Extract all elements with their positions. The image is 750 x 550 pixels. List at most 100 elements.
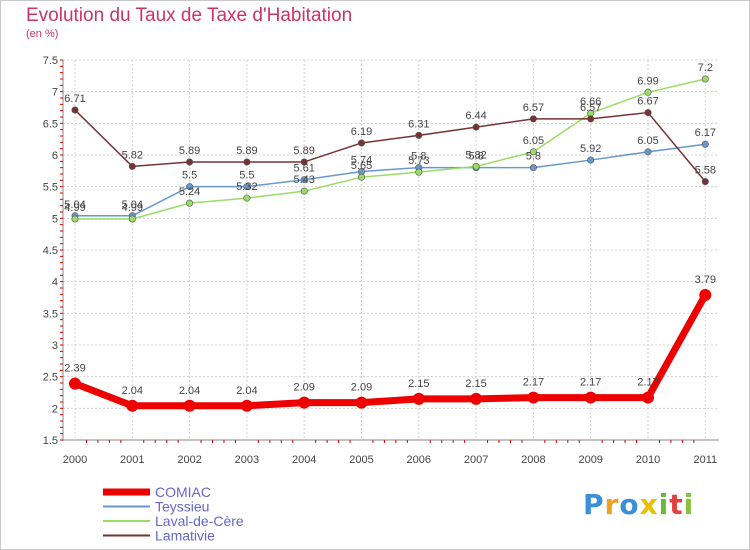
data-label: 5.5 <box>239 170 254 182</box>
data-label: 5.04 <box>64 199 85 211</box>
data-point <box>415 168 423 176</box>
data-label: 2.39 <box>64 363 85 375</box>
data-label: 5.89 <box>179 145 200 157</box>
data-label: 5.74 <box>351 154 372 166</box>
chart-subtitle: (en %) <box>26 28 59 40</box>
data-label: 5.24 <box>179 186 200 198</box>
data-point <box>584 391 597 404</box>
y-tick-label: 2 <box>52 403 58 415</box>
data-label: 6.99 <box>637 75 658 87</box>
data-label: 5.73 <box>408 155 429 167</box>
data-point <box>128 162 136 170</box>
series-line-laval-de-c-re <box>75 78 706 220</box>
data-point <box>300 158 308 166</box>
logo-letter: P <box>583 488 605 521</box>
y-tick-label: 1.5 <box>43 435 58 447</box>
x-tick-label: 2000 <box>63 454 87 466</box>
data-point <box>470 392 483 405</box>
y-tick-label: 3.5 <box>43 308 58 320</box>
data-point <box>699 288 712 301</box>
data-point <box>298 396 311 409</box>
series-line-lamativie <box>74 109 706 183</box>
data-point <box>355 396 368 409</box>
series-line-comiac <box>73 293 709 410</box>
data-label: 4.99 <box>64 202 85 214</box>
legend-label: COMIAC <box>155 484 211 500</box>
data-point <box>642 391 654 404</box>
data-label: 6.44 <box>465 110 486 122</box>
x-tick-label: 2003 <box>235 454 259 466</box>
data-point <box>357 139 365 147</box>
data-label: 5.43 <box>293 174 314 186</box>
logo-letter: i <box>683 488 695 521</box>
data-point <box>357 173 365 181</box>
y-tick-label: 7.5 <box>43 55 58 67</box>
x-tick-label: 2004 <box>292 454 316 466</box>
data-point <box>587 156 595 164</box>
data-label: 6.57 <box>523 102 544 114</box>
data-point <box>644 88 652 96</box>
data-point <box>701 140 709 148</box>
data-point <box>529 148 537 156</box>
data-point <box>186 183 194 191</box>
data-point <box>415 131 423 139</box>
data-point <box>587 115 595 123</box>
data-point <box>644 109 652 117</box>
data-label: 5.82 <box>122 149 143 161</box>
data-label: 3.79 <box>695 274 716 286</box>
data-label: 6.71 <box>64 93 85 105</box>
data-label: 6.19 <box>351 126 372 138</box>
logo-letter: o <box>619 488 640 521</box>
data-label: 2.04 <box>236 385 257 397</box>
data-point <box>300 176 308 184</box>
x-tick-label: 2005 <box>349 454 373 466</box>
logo-letter: i <box>658 488 670 521</box>
data-point <box>701 178 709 186</box>
x-tick-label: 2006 <box>407 454 431 466</box>
y-tick-label: 6 <box>52 150 58 162</box>
data-label: 5.61 <box>293 163 314 175</box>
data-label: 6.66 <box>580 96 601 108</box>
x-tick-label: 2011 <box>693 454 717 466</box>
data-point <box>529 115 537 123</box>
data-point <box>71 215 79 223</box>
data-point <box>186 199 194 207</box>
data-point <box>243 194 251 202</box>
data-label: 5.8 <box>468 151 483 163</box>
data-label: 5.92 <box>580 143 601 155</box>
y-tick-label: 6.5 <box>43 118 58 130</box>
data-label: 2.15 <box>408 378 429 390</box>
chart-title: Evolution du Taux de Taxe d'Habitation <box>26 5 353 26</box>
legend-label: Teyssieu <box>155 499 209 515</box>
x-tick-label: 2007 <box>464 454 488 466</box>
logo-letter: x <box>639 488 659 521</box>
x-tick-label: 2009 <box>578 454 602 466</box>
data-point <box>529 164 537 172</box>
data-label: 5.32 <box>236 181 257 193</box>
data-label: 5.89 <box>236 145 257 157</box>
data-point <box>71 106 79 114</box>
data-label: 2.17 <box>523 377 544 389</box>
data-point <box>240 399 253 412</box>
x-tick-label: 2008 <box>521 454 545 466</box>
x-tick-label: 2001 <box>120 454 144 466</box>
data-point <box>300 187 308 195</box>
data-label: 6.05 <box>523 135 544 147</box>
data-label: 2.15 <box>465 378 486 390</box>
data-point <box>412 392 425 405</box>
data-label: 6.67 <box>637 96 658 108</box>
logo-letter: r <box>604 488 620 521</box>
data-label: 5.82 <box>465 149 486 161</box>
proxiti-logo: Proxiti <box>583 488 694 521</box>
y-tick-label: 3 <box>52 340 58 352</box>
data-label: 6.17 <box>695 127 716 139</box>
y-tick-label: 4 <box>52 277 58 289</box>
data-label: 2.09 <box>351 382 372 394</box>
y-tick-label: 5 <box>52 213 58 225</box>
data-label: 2.04 <box>179 385 200 397</box>
data-point <box>69 377 81 390</box>
data-point <box>183 399 196 412</box>
data-point <box>644 148 652 156</box>
data-point <box>186 158 194 166</box>
series-line-teyssieu <box>75 143 706 217</box>
